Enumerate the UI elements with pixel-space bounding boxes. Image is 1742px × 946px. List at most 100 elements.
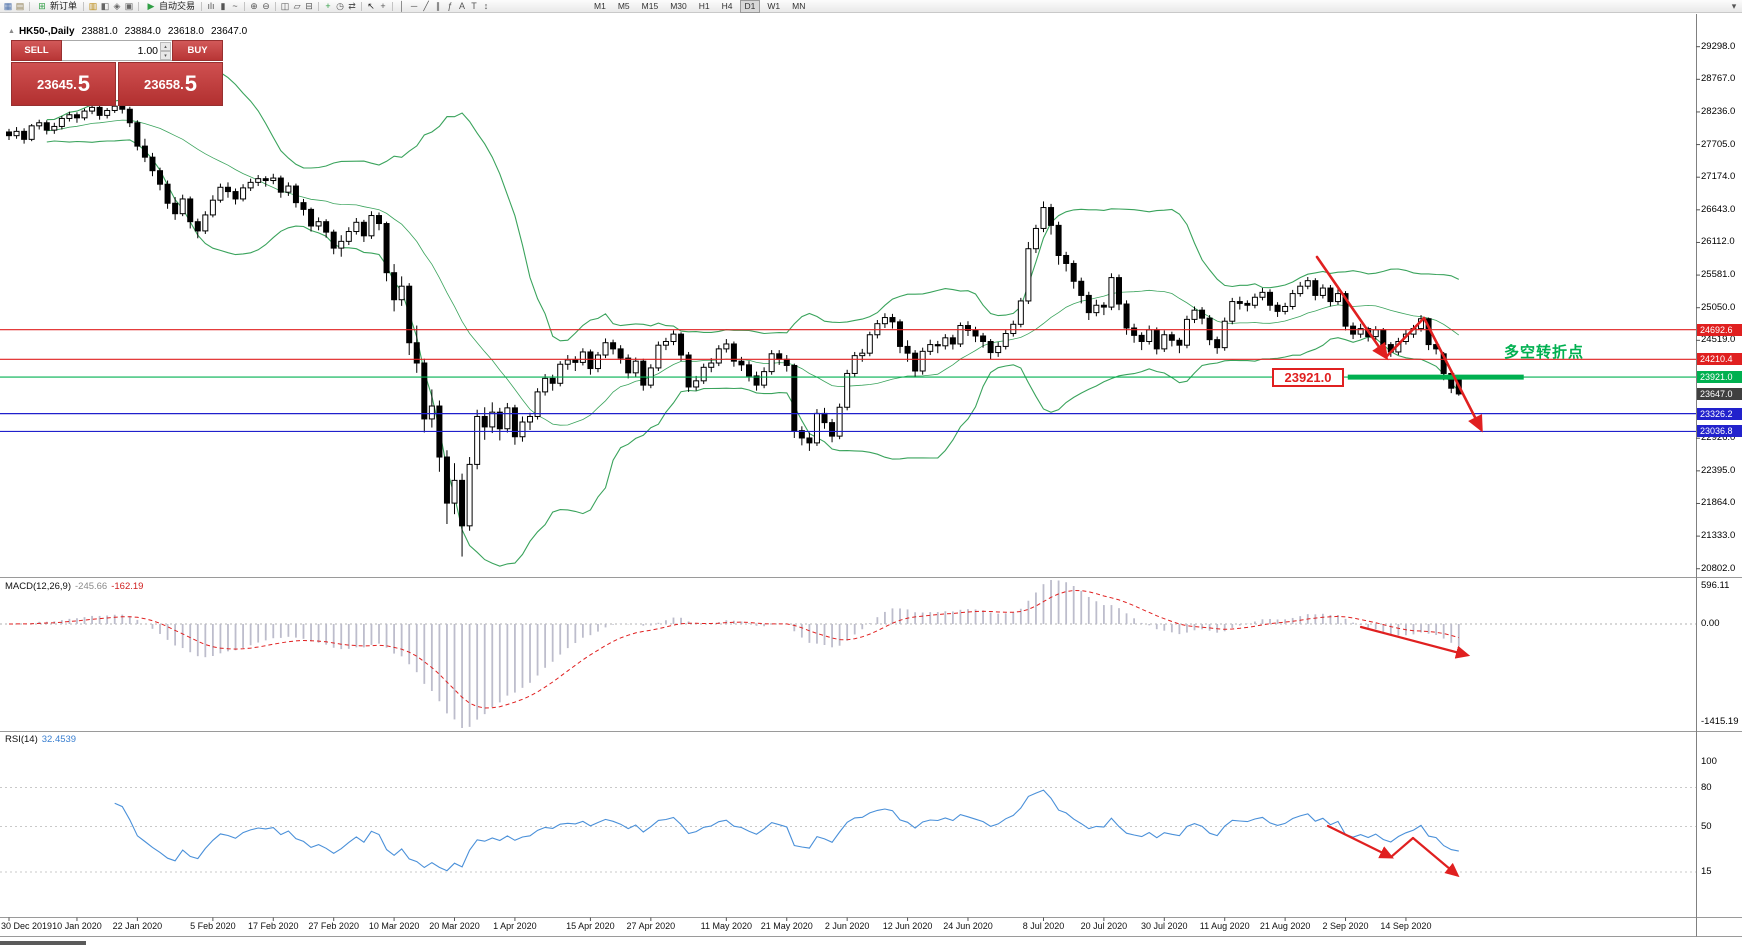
- rsi-indicator-label: RSI(14) 32.4539: [5, 734, 76, 745]
- price-tag: 23921.0: [1697, 371, 1742, 384]
- toolbar: ▦ ▤ ⊞ 新订单 ▥ ◧ ◈ ▣ ▶ 自动交易 ılı ▮ ~ ⊕ ⊖ ◫ ▱ ⊟ + ◷ ⇄ ↖ + │ ─ ╱ ∥ ƒ A T ↕ M1…: [0, 0, 1742, 13]
- price-axis-label: 27174.0: [1701, 171, 1736, 183]
- tile-windows-icon[interactable]: ◫: [280, 1, 290, 11]
- time-axis-label: 1 Apr 2020: [493, 921, 537, 931]
- timeframe-button-m1[interactable]: M1: [594, 0, 606, 11]
- toolbar-separator: [201, 1, 203, 11]
- toolbar-menu-icon[interactable]: ▾: [1731, 1, 1737, 11]
- price-axis-label: 26112.0: [1701, 236, 1735, 248]
- trendline-icon[interactable]: ╱: [423, 1, 429, 11]
- price-axis-label: 25581.0: [1701, 269, 1736, 281]
- autotrade-play-icon: ▶: [147, 1, 155, 11]
- timeframe-button-m30[interactable]: M30: [670, 0, 687, 11]
- zoom-out-icon[interactable]: ⊖: [262, 1, 270, 11]
- price-tag: 23326.2: [1697, 407, 1742, 420]
- price-axis-label: 20802.0: [1701, 562, 1736, 574]
- terminal-icon[interactable]: ▣: [124, 1, 134, 11]
- market-watch-icon[interactable]: ▥: [88, 1, 98, 11]
- time-axis-label: 2 Sep 2020: [1322, 921, 1369, 931]
- rsi-axis-label: 15: [1701, 866, 1712, 877]
- lot-decrease-button[interactable]: ▾: [160, 51, 171, 60]
- price-axis-label: 27705.0: [1701, 138, 1736, 150]
- arrange-windows-icon[interactable]: ⊟: [305, 1, 313, 11]
- one-click-toggle-icon[interactable]: ▲: [8, 28, 15, 35]
- price-axis-label: 29298.0: [1701, 40, 1736, 52]
- time-axis-label: 30 Dec 2019: [1, 921, 53, 931]
- time-axis-label: 21 May 2020: [760, 921, 813, 931]
- price-axis-label: 21864.0: [1701, 497, 1736, 509]
- macd-name: MACD(12,26,9): [5, 581, 71, 592]
- label-icon[interactable]: T: [471, 1, 477, 11]
- sell-price-button[interactable]: 23645. 5: [11, 62, 116, 106]
- lot-increase-button[interactable]: ▴: [160, 42, 171, 51]
- profiles-icon[interactable]: ▤: [15, 1, 25, 11]
- ohlc-high: 23884.0: [124, 26, 161, 37]
- buy-button[interactable]: BUY: [172, 40, 223, 61]
- time-axis-label: 24 Jun 2020: [943, 921, 993, 931]
- price-tag: 24692.6: [1697, 323, 1742, 336]
- trend-annotation-text: 多空转折点: [1504, 344, 1585, 361]
- crosshair-icon[interactable]: +: [380, 1, 386, 11]
- timeframe-button-h1[interactable]: H1: [698, 0, 710, 11]
- bottom-strip: [0, 941, 86, 945]
- macd-indicator-label: MACD(12,26,9) -245.66 -162.19: [5, 581, 143, 592]
- sell-price-main: 23645.: [36, 76, 77, 92]
- new-order-button[interactable]: ⊞ 新订单: [33, 0, 80, 12]
- toolbar-separator: [29, 1, 30, 11]
- autotrade-button[interactable]: ▶ 自动交易: [142, 0, 198, 12]
- navigator-icon[interactable]: ◈: [113, 1, 121, 11]
- time-axis-label: 10 Jan 2020: [52, 921, 102, 931]
- text-icon[interactable]: A: [459, 1, 466, 11]
- time-axis-label: 30 Jul 2020: [1141, 921, 1188, 931]
- template-icon[interactable]: ⇄: [348, 1, 356, 11]
- ohlc-open: 23881.0: [81, 26, 118, 37]
- line-chart-icon[interactable]: ~: [232, 1, 238, 11]
- time-axis-label: 2 Jun 2020: [824, 921, 870, 931]
- channel-icon[interactable]: ∥: [435, 1, 441, 11]
- sell-button[interactable]: SELL: [11, 40, 62, 61]
- lot-size-field[interactable]: 1.00 ▴ ▾: [62, 40, 172, 61]
- timeframe-button-h4[interactable]: H4: [721, 0, 733, 11]
- price-tag: 23647.0: [1697, 387, 1742, 400]
- toolbar-separator: [138, 1, 140, 11]
- toolbar-separator: [318, 1, 320, 11]
- add-object-icon[interactable]: +: [325, 1, 331, 11]
- data-window-icon[interactable]: ◧: [100, 1, 110, 11]
- new-chart-icon[interactable]: ▦: [3, 1, 13, 11]
- ohlc-close: 23647.0: [210, 26, 248, 37]
- lot-spinner: ▴ ▾: [160, 42, 171, 60]
- horizontal-line-icon[interactable]: ─: [410, 1, 418, 11]
- cursor-icon[interactable]: ↖: [367, 1, 375, 11]
- buy-price-button[interactable]: 23658. 5: [118, 62, 223, 106]
- arrows-icon[interactable]: ↕: [483, 1, 489, 11]
- toolbar-separator: [392, 1, 394, 11]
- timeframe-button-m5[interactable]: M5: [617, 0, 630, 11]
- timeframe-button-d1[interactable]: D1: [739, 0, 761, 13]
- ohlc-low: 23618.0: [167, 26, 204, 37]
- zoom-in-icon[interactable]: ⊕: [250, 1, 258, 11]
- bar-chart-icon[interactable]: ılı: [207, 1, 215, 11]
- time-axis-label: 11 Aug 2020: [1199, 921, 1250, 931]
- cascade-windows-icon[interactable]: ▱: [293, 1, 301, 11]
- vertical-line-icon[interactable]: │: [399, 1, 405, 11]
- lot-size-value: 1.00: [137, 44, 158, 57]
- timeframe-button-mn[interactable]: MN: [792, 0, 806, 11]
- chart-symbol-period: HK50-,Daily: [18, 26, 75, 37]
- time-axis-label: 5 Feb 2020: [190, 921, 236, 931]
- sell-price-pip: 5: [77, 71, 90, 96]
- rsi-name: RSI(14): [5, 734, 38, 745]
- rsi-value: 32.4539: [41, 734, 77, 745]
- timeframe-button-m15[interactable]: M15: [641, 0, 659, 11]
- candlestick-chart-icon[interactable]: ▮: [220, 1, 226, 11]
- fibonacci-icon[interactable]: ƒ: [447, 1, 453, 11]
- price-level-callout[interactable]: 23921.0: [1272, 368, 1344, 387]
- new-order-button-label: 新订单: [50, 1, 78, 11]
- rsi-axis-label: 50: [1701, 820, 1712, 832]
- timeframe-button-w1[interactable]: W1: [767, 0, 781, 11]
- price-axis-label: 22926.0: [1701, 432, 1736, 444]
- period-clock-icon[interactable]: ◷: [336, 1, 344, 11]
- time-axis-label: 17 Feb 2020: [248, 921, 299, 931]
- price-axis-label: 28767.0: [1701, 73, 1736, 85]
- macd-axis-label: 596.11: [1701, 580, 1730, 591]
